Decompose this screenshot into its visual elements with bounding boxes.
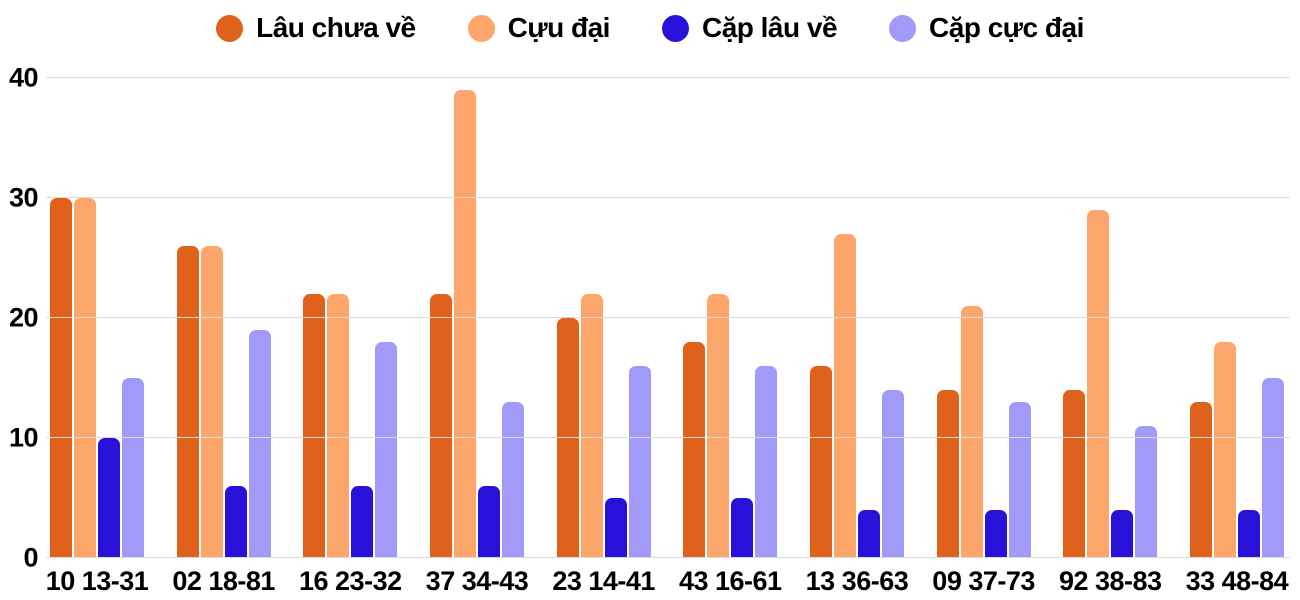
bar-series0-cat4: [556, 318, 579, 558]
bar-series0-cat1: [176, 246, 199, 558]
bar-series2-cat9: [1237, 510, 1260, 558]
x-axis-label: 09 37-73: [932, 566, 1035, 596]
bar-series3-cat6: [881, 390, 904, 558]
bar-series0-cat5: [683, 342, 706, 558]
y-axis-label: 0: [23, 542, 38, 573]
legend-dot-icon: [216, 14, 244, 42]
bar-series2-cat3: [477, 486, 500, 558]
bar-series3-cat3: [501, 402, 524, 558]
x-axis-label: 16 23-32: [299, 566, 402, 596]
bar-group-9: 33 48-84: [1186, 78, 1289, 595]
bar-series2-cat6: [857, 510, 880, 558]
bar-series2-cat8: [1111, 510, 1134, 558]
gridline: [46, 557, 1290, 558]
bar-series1-cat8: [1087, 210, 1110, 558]
bar-series0-cat7: [936, 390, 959, 558]
bar-group-3: 37 34-43: [426, 78, 529, 595]
bar-series0-cat9: [1189, 402, 1212, 558]
legend-label: Cựu đại: [507, 12, 611, 43]
bar-series1-cat1: [200, 246, 223, 558]
bar-series1-cat2: [327, 294, 350, 558]
x-axis-label: 23 14-41: [552, 566, 655, 596]
bar-series2-cat1: [224, 486, 247, 558]
y-axis-label: 20: [8, 302, 39, 333]
bar-series3-cat2: [375, 342, 398, 558]
legend-label: Lâu chưa về: [256, 12, 416, 43]
bar-group-0: 10 13-31: [46, 78, 149, 595]
chart-legend: Lâu chưa về Cựu đại Cặp lâu về Cặp cực đại: [0, 12, 1300, 44]
legend-dot-icon: [661, 14, 689, 42]
x-axis-label: 13 36-63: [805, 566, 909, 596]
bar-series2-cat0: [98, 438, 120, 558]
x-axis-label: 10 13-31: [45, 566, 149, 596]
bar-series0-cat6: [809, 366, 832, 558]
bar-series0-cat2: [303, 294, 326, 558]
bar-series1-cat5: [707, 294, 730, 558]
bar-group-8: 92 38-83: [1059, 78, 1162, 595]
y-axis: 0 10 20 30 40: [0, 64, 39, 571]
bar-series2-cat2: [351, 486, 374, 558]
x-axis-label: 92 38-83: [1058, 566, 1162, 596]
plot-area: 10 13-31 02 18-81 16 23-32 37 34-43 23 14-41…: [46, 77, 1290, 595]
legend-item-2[interactable]: Cặp lâu về: [661, 12, 838, 44]
bar-series3-cat5: [755, 366, 778, 558]
x-axis-label: 43 16-61: [678, 566, 782, 596]
legend-item-0[interactable]: Lâu chưa về: [216, 12, 416, 44]
bar-series1-cat4: [580, 294, 603, 558]
x-axis-label: 37 34-43: [425, 566, 529, 596]
bar-series3-cat9: [1261, 378, 1284, 558]
legend-dot-icon: [467, 14, 495, 42]
bar-series2-cat5: [731, 498, 754, 558]
gridline: [46, 437, 1290, 438]
bar-group-6: 13 36-63: [806, 78, 909, 595]
legend-item-1[interactable]: Cựu đại: [467, 12, 611, 44]
bar-series1-cat9: [1213, 342, 1236, 558]
bar-series0-cat0: [50, 198, 72, 558]
bar-series3-cat7: [1008, 402, 1031, 558]
bar-series0-cat8: [1063, 390, 1086, 558]
gridline: [46, 197, 1290, 198]
legend-label: Cặp lâu về: [701, 12, 838, 43]
bar-series2-cat4: [604, 498, 627, 558]
gridline: [46, 317, 1290, 318]
bar-group-4: 23 14-41: [552, 78, 655, 595]
legend-dot-icon: [889, 14, 917, 42]
bar-group-1: 02 18-81: [172, 78, 275, 595]
bar-series3-cat8: [1135, 426, 1158, 558]
bar-group-7: 09 37-73: [932, 78, 1035, 595]
y-axis-label: 10: [8, 422, 39, 453]
bar-series2-cat7: [984, 510, 1007, 558]
bar-group-5: 43 16-61: [679, 78, 782, 595]
y-axis-label: 30: [8, 182, 39, 213]
y-axis-label: 40: [8, 62, 39, 93]
x-axis-label: 33 48-84: [1185, 566, 1289, 596]
bar-series0-cat3: [429, 294, 452, 558]
bar-series1-cat0: [74, 198, 96, 558]
x-axis-label: 02 18-81: [172, 566, 275, 596]
bar-series1-cat3: [453, 90, 476, 558]
bar-series1-cat7: [960, 306, 983, 558]
legend-item-3[interactable]: Cặp cực đại: [889, 12, 1084, 44]
bar-series3-cat4: [628, 366, 651, 558]
bar-series3-cat1: [248, 330, 271, 558]
bar-groups: 10 13-31 02 18-81 16 23-32 37 34-43 23 14-41…: [46, 78, 1290, 595]
bar-series3-cat0: [122, 378, 144, 558]
bar-group-2: 16 23-32: [299, 78, 402, 595]
bar-series1-cat6: [833, 234, 856, 558]
legend-label: Cặp cực đại: [929, 12, 1084, 43]
gridline: [46, 77, 1290, 78]
